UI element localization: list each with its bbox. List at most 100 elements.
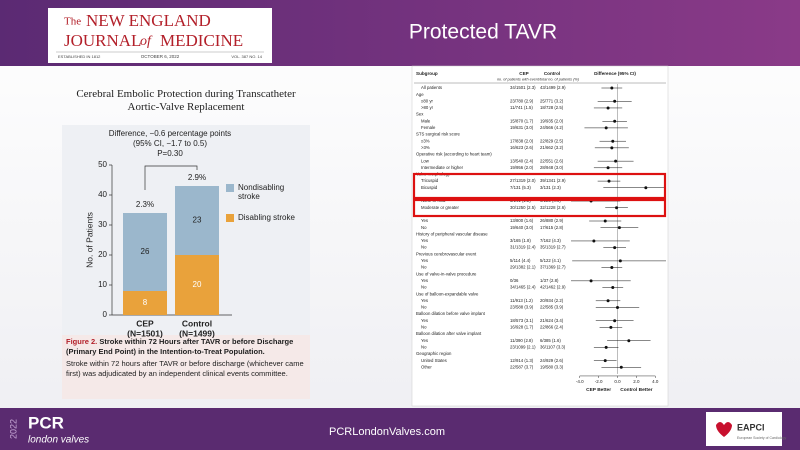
bracket xyxy=(144,165,198,190)
control-count: 22/866 (2.4) xyxy=(540,325,564,330)
point-estimate xyxy=(611,139,615,143)
row-label: Male xyxy=(421,118,431,123)
column-header: Difference (95% CI) xyxy=(594,71,636,76)
cep-count: 18/573 (3.1) xyxy=(510,318,534,323)
point-estimate xyxy=(613,319,617,323)
row-label: Moderate or greater xyxy=(421,205,460,210)
row-label: ≤80 yr xyxy=(421,98,433,103)
bar-segment xyxy=(123,213,167,291)
point-estimate xyxy=(603,219,607,223)
control-count: 5/122 (4.1) xyxy=(540,258,561,263)
row-label: No xyxy=(421,325,427,330)
point-estimate xyxy=(604,126,608,130)
y-tick-label: 50 xyxy=(98,160,107,169)
cep-count: 30/1250 (2.5) xyxy=(510,205,536,210)
point-estimate xyxy=(606,166,610,170)
row-label: Intermediate or higher xyxy=(421,165,464,170)
row-label: History of peripheral vascular disease xyxy=(416,231,488,236)
column-header: CEP xyxy=(519,71,528,76)
caption: Figure 2. Stroke within 72 Hours after T… xyxy=(66,337,306,378)
row-label: Yes xyxy=(421,278,428,283)
point-estimate xyxy=(644,186,648,190)
point-estimate xyxy=(606,106,610,110)
cep-count: 19/640 (3.0) xyxy=(510,225,534,230)
point-estimate xyxy=(615,206,619,210)
cep-count: 11/741 (1.5) xyxy=(510,105,533,110)
point-estimate xyxy=(613,119,617,123)
control-count: 28/948 (3.0) xyxy=(540,165,564,170)
cep-count: 31/1319 (2.4) xyxy=(510,245,536,250)
annotation: P=0.30 xyxy=(157,149,183,158)
article-title: Cerebral Embolic Protection during Trans… xyxy=(76,88,296,113)
forest-panel xyxy=(411,65,669,407)
point-estimate xyxy=(627,339,631,343)
cep-count: 15/870 (1.7) xyxy=(510,118,534,123)
cep-count: 19/631 (3.0) xyxy=(510,125,534,130)
control-count: 19/580 (3.3) xyxy=(540,364,564,369)
nejm-logo-box xyxy=(48,8,272,63)
control-count: 21/624 (3.4) xyxy=(540,318,564,323)
highlight-box xyxy=(412,198,667,218)
legend-label: Nondisabling stroke xyxy=(238,183,285,201)
eapci-logo: EAPCI xyxy=(737,422,765,432)
control-count: 20/934 (2.2) xyxy=(540,298,564,303)
cep-count: 11/913 (1.2) xyxy=(510,298,533,303)
control-count: 6/385 (1.6) xyxy=(540,338,561,343)
segment-label: 8 xyxy=(143,298,148,307)
y-axis-label: No. of Patients xyxy=(84,212,94,268)
caption-panel xyxy=(62,335,310,399)
caption-title: Stroke within 72 Hours after TAVR or bef… xyxy=(66,337,294,356)
row-label: No xyxy=(421,245,427,250)
nejm-name: JOURNAL xyxy=(64,31,141,50)
nejm-name: of xyxy=(140,34,153,49)
control-count: 18/728 (2.5) xyxy=(540,105,564,110)
row-label: Balloon dilation before valve implant xyxy=(416,311,486,316)
cep-count: 12/914 (1.3) xyxy=(510,358,534,363)
nejm-established: ESTABLISHED IN 1812 xyxy=(58,54,101,59)
row-label: Geographic region xyxy=(416,351,452,356)
cep-count: 11/390 (2.8) xyxy=(510,338,533,343)
row-label: Age xyxy=(416,92,424,97)
column-subheader: no. of patients with event/total no. of … xyxy=(497,78,580,82)
cep-count: 22/587 (3.7) xyxy=(510,364,534,369)
row-label: Other xyxy=(421,364,432,369)
cep-count: 23/1099 (2.1) xyxy=(510,344,536,349)
row-label: Yes xyxy=(421,318,428,323)
point-estimate xyxy=(619,365,623,369)
point-estimate xyxy=(617,226,621,230)
bar-segment xyxy=(123,291,167,315)
segment-label: 26 xyxy=(141,247,150,256)
point-estimate xyxy=(610,86,614,90)
y-tick-label: 40 xyxy=(98,190,107,199)
nejm-name: MEDICINE xyxy=(160,31,243,50)
row-label: Tricuspid xyxy=(421,178,439,183)
cep-count: 13/540 (2.4) xyxy=(510,158,534,163)
bar-segment xyxy=(175,255,219,315)
cep-count: 29/1382 (2.1) xyxy=(510,265,536,270)
point-estimate xyxy=(613,99,617,103)
control-count: 22/829 (2.5) xyxy=(540,138,564,143)
control-count: 24/929 (2.6) xyxy=(540,358,564,363)
column-header: Control xyxy=(544,71,560,76)
row-label: United States xyxy=(421,358,447,363)
legend-swatch xyxy=(226,214,234,222)
point-estimate xyxy=(616,305,619,309)
point-estimate xyxy=(606,299,610,303)
control-count: 32/1228 (2.6) xyxy=(540,205,566,210)
row-label: No xyxy=(421,285,427,290)
row-label: >80 yr xyxy=(421,105,434,110)
control-count: 36/1107 (3.3) xyxy=(540,344,566,349)
row-label: Yes xyxy=(421,298,428,303)
row-label: STS surgical risk score xyxy=(416,132,461,137)
control-count: 35/1319 (2.7) xyxy=(540,245,566,250)
y-tick-label: 20 xyxy=(98,250,107,259)
x-tick-label: Control xyxy=(182,318,212,328)
control-count: 7/162 (4.3) xyxy=(540,238,561,243)
row-label: No xyxy=(421,305,427,310)
row-label: No xyxy=(421,265,427,270)
nejm-date: OCTOBER 6, 2022 xyxy=(141,54,180,59)
slide-title: Protected TAVR xyxy=(409,21,557,44)
row-label: Female xyxy=(421,125,436,130)
legend-label: Disabling stroke xyxy=(238,213,295,222)
control-count: 25/771 (3.2) xyxy=(540,98,564,103)
